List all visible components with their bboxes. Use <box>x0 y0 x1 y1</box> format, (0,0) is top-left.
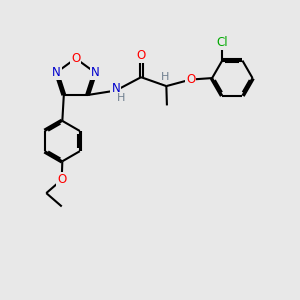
Text: N: N <box>52 66 61 79</box>
Text: O: O <box>71 52 80 65</box>
Text: O: O <box>186 73 195 86</box>
Text: N: N <box>111 82 120 95</box>
Text: Cl: Cl <box>216 36 228 49</box>
Text: H: H <box>161 72 169 82</box>
Text: N: N <box>91 66 99 79</box>
Text: O: O <box>136 49 146 62</box>
Text: O: O <box>57 173 66 186</box>
Text: H: H <box>117 93 125 103</box>
